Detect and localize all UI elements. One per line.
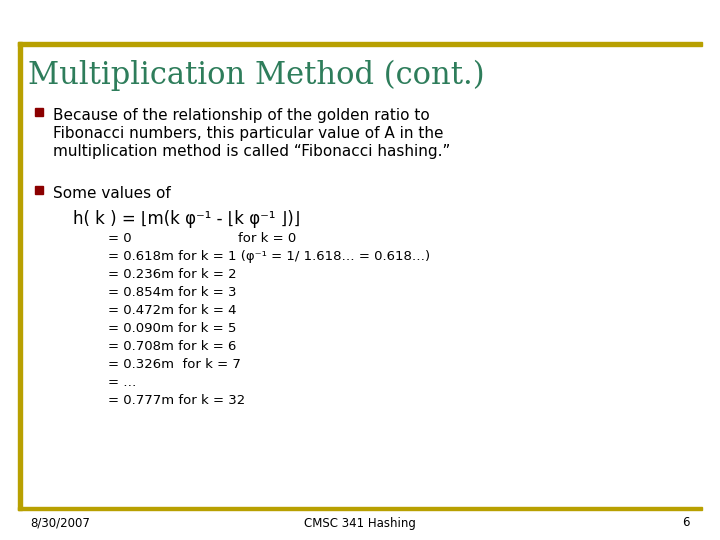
Text: 6: 6 [683,516,690,530]
Text: = 0.472m for k = 4: = 0.472m for k = 4 [108,304,236,317]
Text: CMSC 341 Hashing: CMSC 341 Hashing [304,516,416,530]
Text: h( k ) = ⌊m(k φ⁻¹ - ⌊k φ⁻¹ ⌋)⌋: h( k ) = ⌊m(k φ⁻¹ - ⌊k φ⁻¹ ⌋)⌋ [73,210,300,228]
Text: Fibonacci numbers, this particular value of A in the: Fibonacci numbers, this particular value… [53,126,444,141]
Bar [18,507,702,510]
Text: = 0.236m for k = 2: = 0.236m for k = 2 [108,268,237,281]
Text: Because of the relationship of the golden ratio to: Because of the relationship of the golde… [53,108,430,123]
Text: = 0.618m for k = 1 (φ⁻¹ = 1/ 1.618… = 0.618…): = 0.618m for k = 1 (φ⁻¹ = 1/ 1.618… = 0.… [108,250,430,263]
Bar [18,42,702,46]
Text: = …: = … [108,376,136,389]
Text: = 0.854m for k = 3: = 0.854m for k = 3 [108,286,236,299]
Bar [35,186,43,194]
Bar [18,42,22,510]
Text: = 0.326m  for k = 7: = 0.326m for k = 7 [108,358,241,371]
Bar [35,108,43,116]
Text: = 0: = 0 [108,232,132,245]
Text: 8/30/2007: 8/30/2007 [30,516,90,530]
Text: = 0.708m for k = 6: = 0.708m for k = 6 [108,340,236,353]
Text: = 0.777m for k = 32: = 0.777m for k = 32 [108,394,246,407]
Text: = 0.090m for k = 5: = 0.090m for k = 5 [108,322,236,335]
Text: multiplication method is called “Fibonacci hashing.”: multiplication method is called “Fibonac… [53,144,451,159]
Text: Multiplication Method (cont.): Multiplication Method (cont.) [28,60,485,91]
Text: for k = 0: for k = 0 [238,232,296,245]
Text: Some values of: Some values of [53,186,171,201]
